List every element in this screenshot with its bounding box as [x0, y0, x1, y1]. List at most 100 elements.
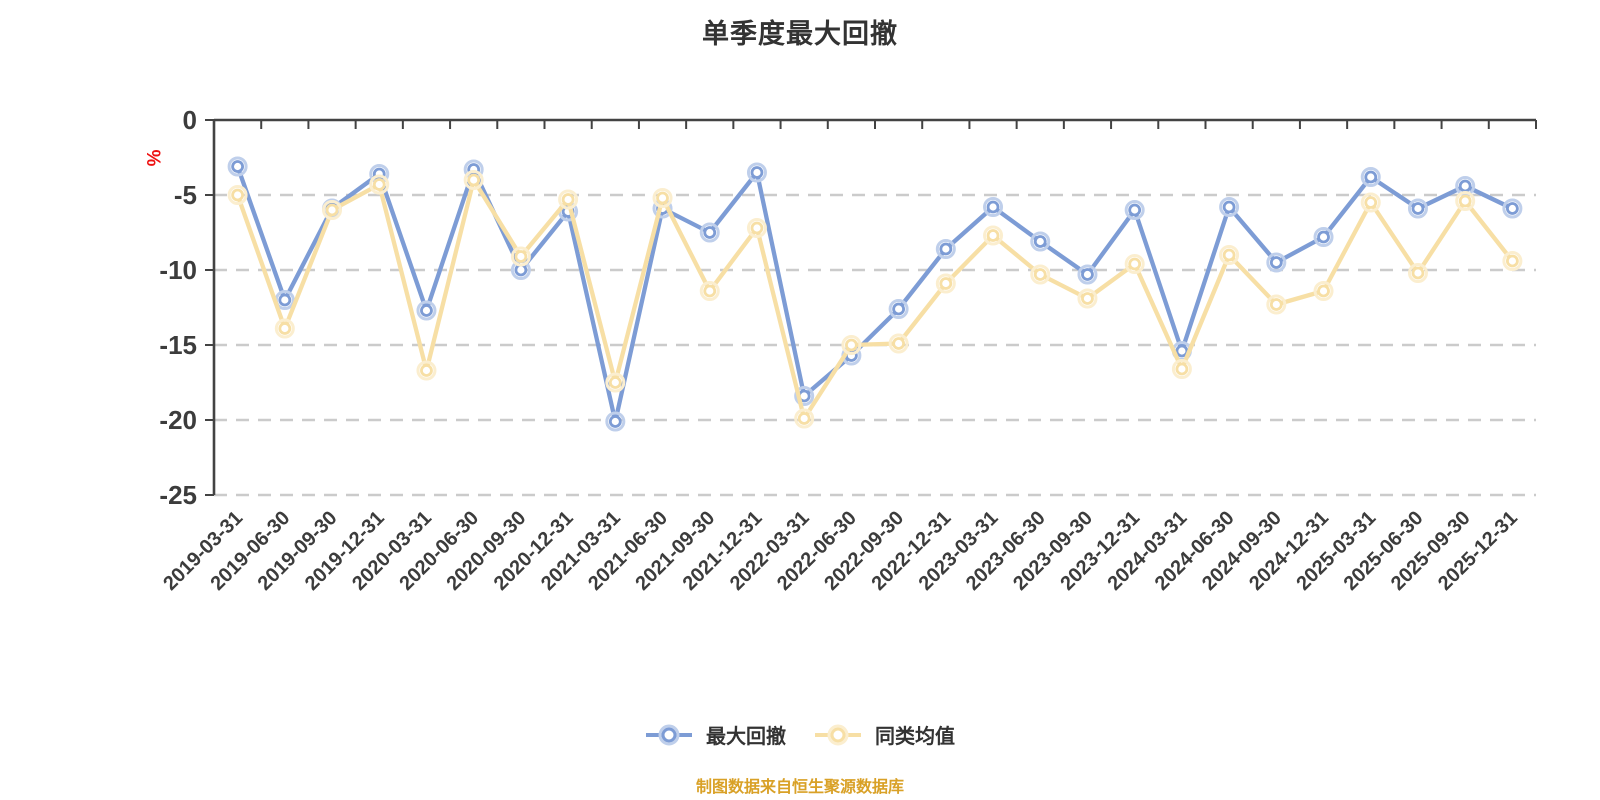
data-point-halo-max-drawdown	[1219, 197, 1240, 217]
data-point-marker-category-average	[1222, 248, 1236, 262]
series-line-category-average	[235, 177, 1515, 421]
data-point-marker-max-drawdown	[1128, 203, 1142, 217]
data-point-halo-max-drawdown	[1030, 231, 1051, 252]
data-point-marker-category-average	[1175, 362, 1189, 376]
data-point-halo-category-average	[1124, 254, 1145, 274]
data-point-marker-category-average	[1033, 268, 1047, 281]
data-point-marker-max-drawdown	[892, 302, 906, 316]
data-point-marker-max-drawdown	[939, 242, 953, 256]
legend-item-max-drawdown[interactable]: 最大回撤	[645, 720, 786, 749]
data-point-halo-category-average	[1266, 294, 1287, 315]
data-point-halo-category-average	[983, 225, 1004, 246]
y-axis-label: -10	[159, 255, 197, 285]
data-point-halo-max-drawdown	[1077, 264, 1098, 285]
data-point-halo-max-drawdown	[746, 162, 767, 183]
data-point-marker-category-average	[1411, 266, 1425, 280]
data-point-marker-category-average	[561, 193, 575, 206]
data-point-halo-category-average	[1455, 191, 1476, 211]
data-point-marker-category-average	[1505, 254, 1519, 268]
data-point-marker-max-drawdown	[1458, 179, 1472, 193]
data-point-marker-category-average	[750, 221, 764, 235]
data-point-halo-category-average	[746, 218, 767, 238]
data-point-halo-category-average	[652, 188, 673, 208]
y-axis-label: -15	[159, 330, 197, 360]
data-point-marker-category-average	[372, 178, 386, 191]
y-axis-label: 0	[183, 105, 197, 135]
data-point-halo-category-average	[1360, 192, 1381, 213]
data-point-halo-max-drawdown	[1266, 252, 1287, 273]
data-point-marker-max-drawdown	[1317, 230, 1330, 244]
data-point-marker-category-average	[1458, 194, 1472, 208]
data-point-marker-max-drawdown	[703, 226, 717, 239]
data-point-halo-category-average	[1313, 281, 1334, 301]
data-point-marker-max-drawdown	[1505, 202, 1519, 215]
data-point-halo-category-average	[274, 318, 295, 339]
data-point-marker-category-average	[325, 203, 339, 217]
data-point-marker-category-average	[1128, 257, 1142, 271]
data-point-marker-max-drawdown	[1081, 268, 1094, 281]
data-point-halo-max-drawdown	[935, 239, 956, 259]
data-point-marker-category-average	[420, 364, 433, 377]
data-point-halo-category-average	[1171, 359, 1192, 379]
data-point-marker-category-average	[939, 277, 953, 290]
y-axis-label: -25	[159, 480, 197, 510]
data-point-halo-category-average	[794, 408, 815, 429]
data-point-halo-category-average	[416, 360, 437, 381]
data-point-marker-max-drawdown	[231, 160, 245, 173]
data-point-halo-category-average	[1077, 288, 1098, 309]
data-point-halo-max-drawdown	[1313, 227, 1334, 247]
data-point-marker-category-average	[797, 412, 811, 425]
data-point-halo-max-drawdown	[699, 222, 720, 243]
data-point-halo-category-average	[605, 372, 626, 393]
data-point-halo-category-average	[369, 174, 390, 195]
legend-item-category-average[interactable]: 同类均值	[814, 720, 955, 749]
data-point-halo-category-average	[510, 246, 531, 267]
data-point-halo-max-drawdown	[1455, 176, 1476, 196]
data-point-marker-max-drawdown	[608, 415, 622, 428]
data-point-marker-category-average	[1317, 284, 1330, 298]
data-point-halo-category-average	[1030, 264, 1051, 285]
data-point-halo-category-average	[1407, 263, 1428, 283]
data-point-halo-max-drawdown	[983, 197, 1004, 217]
data-point-marker-category-average	[1269, 298, 1283, 311]
line-series-icon	[815, 724, 861, 745]
data-point-halo-max-drawdown	[416, 300, 437, 321]
data-point-marker-max-drawdown	[1411, 202, 1425, 215]
source-note: 制图数据来自恒生聚源数据库	[695, 779, 904, 796]
data-point-halo-category-average	[463, 170, 484, 190]
data-point-marker-max-drawdown	[1222, 200, 1236, 214]
data-point-halo-max-drawdown	[1360, 167, 1381, 187]
data-point-marker-max-drawdown	[1033, 235, 1047, 248]
data-point-marker-category-average	[514, 250, 528, 263]
data-point-marker-category-average	[1364, 196, 1378, 209]
data-point-marker-max-drawdown	[278, 293, 292, 307]
line-series-icon	[646, 724, 692, 745]
data-point-halo-max-drawdown	[1124, 200, 1145, 220]
data-point-halo-max-drawdown	[1502, 198, 1523, 219]
data-point-marker-max-drawdown	[1269, 256, 1283, 269]
data-point-marker-max-drawdown	[1175, 344, 1189, 358]
series-line-max-drawdown	[235, 164, 1515, 424]
legend-label: 最大回撤	[706, 726, 786, 748]
data-point-halo-category-average	[699, 281, 720, 301]
data-point-marker-category-average	[986, 229, 1000, 242]
data-point-halo-category-average	[227, 185, 248, 205]
data-point-marker-category-average	[467, 173, 481, 187]
data-point-halo-category-average	[935, 273, 956, 294]
data-point-marker-category-average	[892, 337, 906, 350]
data-point-halo-max-drawdown	[227, 156, 248, 177]
data-point-marker-category-average	[703, 284, 717, 298]
data-point-marker-max-drawdown	[1364, 170, 1378, 184]
data-point-halo-category-average	[558, 189, 579, 210]
y-axis-label: -20	[159, 405, 197, 435]
y-axis-label: -5	[174, 180, 197, 210]
data-point-halo-category-average	[841, 335, 862, 355]
data-point-marker-category-average	[656, 191, 669, 205]
y-axis-unit-label: %	[142, 150, 163, 167]
data-point-marker-max-drawdown	[750, 166, 764, 179]
data-point-halo-category-average	[322, 200, 343, 220]
data-point-marker-category-average	[1081, 292, 1094, 305]
chart-title: 单季度最大回撤	[702, 19, 898, 49]
data-point-halo-max-drawdown	[794, 386, 815, 406]
